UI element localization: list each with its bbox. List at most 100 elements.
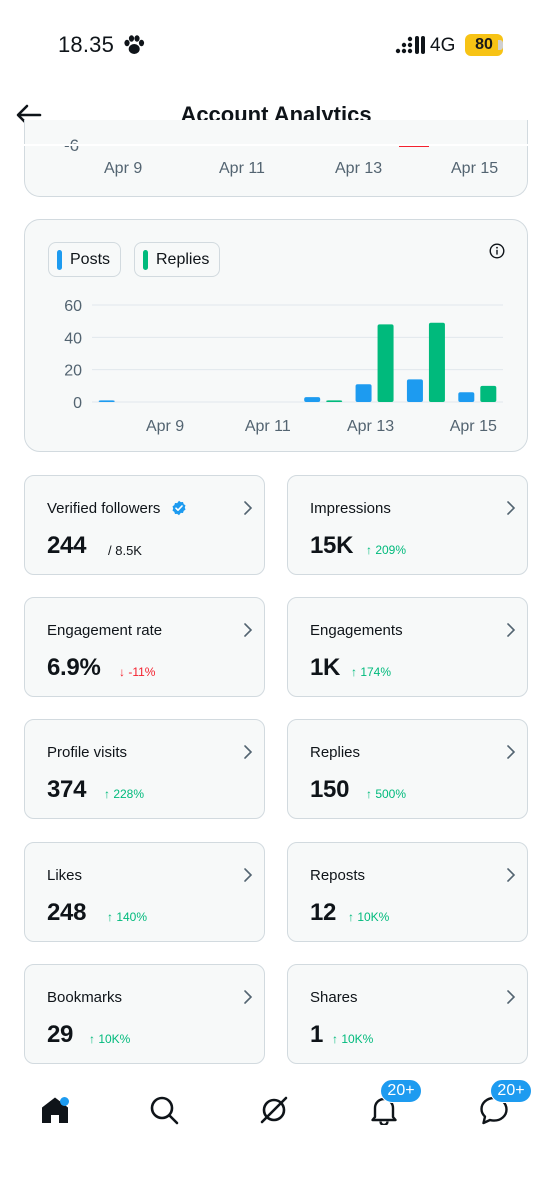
metric-label: Impressions	[310, 500, 391, 517]
bottom-nav: 20+ 20+	[0, 1079, 552, 1155]
legend-swatch-posts	[57, 249, 62, 270]
metric-card-engagements[interactable]: Engagements 1K ↑ 174%	[287, 597, 528, 697]
bar-posts	[406, 379, 423, 402]
metric-change: ↑ 140%	[107, 910, 148, 924]
metric-change: ↑ 10K%	[89, 1032, 131, 1046]
metric-value: 6.9%	[47, 654, 101, 681]
metric-value: 1	[310, 1021, 324, 1048]
metric-card-replies[interactable]: Replies 150 ↑ 500%	[287, 719, 528, 819]
chevron-right-icon	[507, 501, 516, 515]
verified-badge-icon	[172, 500, 186, 516]
chevron-right-icon	[507, 623, 516, 637]
metric-change: ↑ 174%	[351, 665, 392, 679]
legend-label-posts: Posts	[70, 250, 111, 268]
metric-change: ↑ 10K%	[332, 1032, 374, 1046]
info-icon[interactable]	[489, 243, 505, 259]
bar-posts	[304, 397, 321, 402]
chevron-right-icon	[244, 623, 253, 637]
metric-label: Likes	[47, 867, 83, 884]
metric-card-reposts[interactable]: Reposts 12 ↑ 10K%	[287, 842, 528, 942]
x-tick-label: Apr 15	[450, 418, 497, 435]
chevron-right-icon	[244, 990, 253, 1004]
x-tick-label: Apr 13	[347, 418, 394, 435]
legend-label-replies: Replies	[156, 250, 210, 268]
bar-posts	[98, 400, 115, 402]
metric-card-profile-visits[interactable]: Profile visits 374 ↑ 228%	[24, 719, 265, 819]
x-tick-label: Apr 11	[219, 160, 265, 177]
status-bar: 18.35 4G 80	[0, 0, 552, 88]
metric-label: Verified followers	[47, 500, 161, 517]
impressions-chart-card	[24, 120, 528, 197]
metric-change: ↑ 228%	[104, 787, 145, 801]
grok-icon	[260, 1096, 288, 1124]
search-icon	[150, 1096, 179, 1125]
home-notification-dot	[60, 1097, 69, 1106]
x-tick-label: Apr 13	[335, 160, 383, 177]
metric-label: Profile visits	[47, 744, 128, 761]
metric-label: Shares	[310, 989, 358, 1006]
metric-change: ↓ -11%	[119, 665, 156, 679]
nav-search[interactable]	[139, 1085, 189, 1135]
metric-change: ↑ 500%	[366, 787, 407, 801]
chevron-right-icon	[244, 745, 253, 759]
bar-replies	[428, 322, 445, 402]
x-tick-label: Apr 11	[245, 418, 291, 435]
chevron-right-icon	[244, 868, 253, 882]
bar-posts	[458, 392, 475, 402]
y-tick-label: 0	[73, 395, 82, 412]
paw-icon	[124, 35, 145, 54]
metric-label: Bookmarks	[47, 989, 123, 1006]
status-time: 18.35	[58, 32, 115, 57]
metric-card-shares[interactable]: Shares 1 ↑ 10K%	[287, 964, 528, 1064]
chevron-right-icon	[507, 868, 516, 882]
chat-bubble-icon	[480, 1096, 508, 1125]
bar-replies	[326, 400, 343, 402]
metric-value: 29	[47, 1021, 74, 1048]
notifications-badge: 20+	[380, 1079, 422, 1103]
metric-label: Engagements	[310, 622, 403, 639]
top-card-clip	[0, 144, 552, 146]
bar-posts	[355, 384, 372, 402]
metric-change: ↑ 209%	[366, 543, 407, 557]
metric-value: 248	[47, 899, 87, 926]
metric-value: 150	[310, 776, 350, 803]
x-tick-label: Apr 9	[146, 418, 184, 435]
metric-change: ↑ 10K%	[348, 910, 390, 924]
x-tick-label: Apr 15	[451, 160, 499, 177]
nav-grok[interactable]	[249, 1085, 299, 1135]
metric-card-likes[interactable]: Likes 248 ↑ 140%	[24, 842, 265, 942]
metric-card-bookmarks[interactable]: Bookmarks 29 ↑ 10K%	[24, 964, 265, 1064]
metric-value: 244	[47, 532, 87, 559]
legend-posts-toggle[interactable]: Posts	[48, 242, 122, 277]
metric-value: 374	[47, 776, 87, 803]
metric-label: Replies	[310, 744, 361, 761]
x-tick-label: Apr 9	[104, 160, 143, 177]
nav-home[interactable]	[30, 1085, 80, 1135]
metric-value: 1K	[310, 654, 341, 681]
battery-tip	[498, 40, 503, 50]
y-tick-label: 40	[64, 330, 82, 347]
signal-icon	[395, 36, 425, 54]
chevron-right-icon	[244, 501, 253, 515]
chevron-right-icon	[507, 990, 516, 1004]
posts-replies-bar-chart: 0 20 40 60 Apr 9 Apr 11 Apr 13 Apr 15	[64, 298, 503, 435]
y-tick-label: 20	[64, 363, 82, 380]
metric-card-impressions[interactable]: Impressions 15K ↑ 209%	[287, 475, 528, 575]
chevron-right-icon	[507, 745, 516, 759]
legend-swatch-replies	[143, 249, 148, 270]
metric-card-engagement-rate[interactable]: Engagement rate 6.9% ↓ -11%	[24, 597, 265, 697]
metric-label: Engagement rate	[47, 622, 163, 639]
battery-indicator: 80	[465, 34, 503, 56]
bar-replies	[480, 385, 497, 402]
network-label: 4G	[430, 35, 456, 56]
y-tick-label: 60	[64, 298, 82, 315]
metric-label: Reposts	[310, 867, 366, 884]
metric-value: 12	[310, 899, 337, 926]
y-tick-label: -6	[64, 136, 79, 156]
legend-replies-toggle[interactable]: Replies	[134, 242, 221, 277]
messages-badge: 20+	[490, 1079, 532, 1103]
metric-card-verified-followers[interactable]: Verified followers 244 / 8.5K	[24, 475, 265, 575]
bar-replies	[377, 324, 394, 402]
nav-messages[interactable]	[469, 1085, 519, 1135]
metric-value: 15K	[310, 532, 354, 559]
